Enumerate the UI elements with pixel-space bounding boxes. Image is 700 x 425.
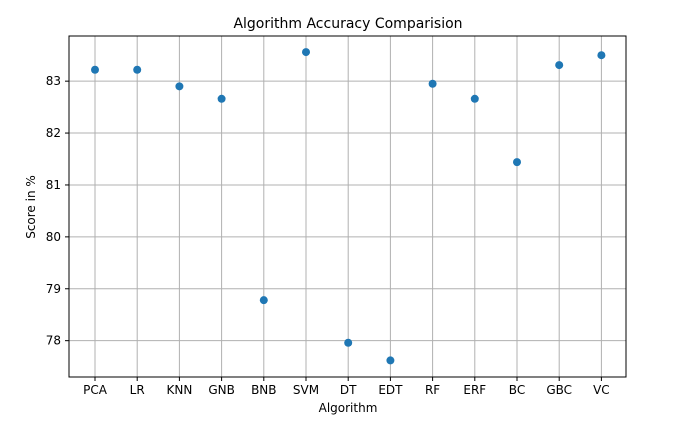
data-points <box>91 48 606 365</box>
x-tick-label: VC <box>593 383 610 397</box>
x-tick-label: GNB <box>208 383 235 397</box>
y-tick-label: 82 <box>46 126 61 140</box>
data-point-erf <box>470 94 479 103</box>
chart-title: Algorithm Accuracy Comparision <box>233 16 462 32</box>
x-tick-label: SVM <box>293 383 319 397</box>
x-tick-label: LR <box>130 383 145 397</box>
data-point-vc <box>597 51 606 60</box>
x-tick-label: DT <box>340 383 357 397</box>
data-point-svm <box>302 48 310 57</box>
y-axis-label: Score in % <box>24 175 38 239</box>
x-tick-label: BC <box>509 383 525 397</box>
data-point-bnb <box>259 296 268 305</box>
y-tick-label: 80 <box>46 230 61 244</box>
x-tick-label: ERF <box>463 383 486 397</box>
grid <box>69 36 626 377</box>
x-tick-label: KNN <box>166 383 192 397</box>
ticks: PCA LR KNN GNB BNB SVM DT EDT RF ERF BC GBC VC 78 79 80… <box>46 74 610 397</box>
data-point-knn <box>175 82 184 91</box>
data-point-dt <box>344 338 353 347</box>
x-tick-label: RF <box>425 383 440 397</box>
data-point-lr <box>133 65 142 74</box>
y-tick-label: 81 <box>46 178 61 192</box>
y-tick-label: 79 <box>46 282 61 296</box>
y-tick-label: 78 <box>46 334 61 348</box>
data-point-bc <box>513 158 521 167</box>
x-tick-label: BNB <box>251 383 276 397</box>
x-tick-label: GBC <box>546 383 572 397</box>
x-axis-label: Algorithm <box>319 401 378 415</box>
data-point-rf <box>428 79 437 88</box>
data-point-gbc <box>555 61 564 70</box>
plot-area-frame <box>68 35 627 378</box>
data-point-gnb <box>217 94 226 103</box>
data-point-pca <box>91 65 99 74</box>
x-tick-label: PCA <box>83 383 108 397</box>
x-tick-label: EDT <box>378 383 403 397</box>
y-tick-label: 83 <box>46 74 61 88</box>
data-point-edt <box>386 356 395 365</box>
